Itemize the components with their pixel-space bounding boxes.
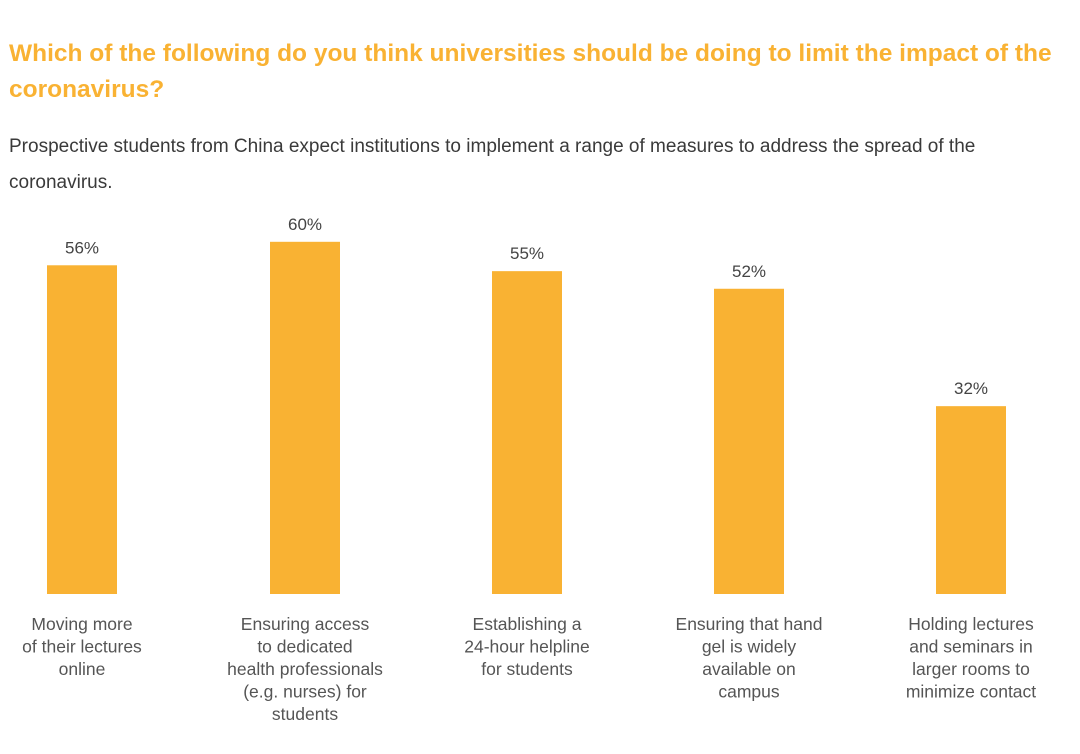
chart-title: Which of the following do you think univ… [9, 40, 1052, 103]
category-label-5-line-4: minimize contact [906, 682, 1036, 702]
category-label-4-line-3: available on [702, 659, 795, 679]
data-label-2: 60% [288, 215, 322, 234]
data-label-5: 32% [954, 379, 988, 398]
category-label-4-line-4: campus [718, 682, 780, 702]
category-label-1-line-1: Moving more [31, 614, 132, 634]
data-label-4: 52% [732, 262, 766, 281]
category-label-4-line-1: Ensuring that hand [676, 614, 823, 634]
category-label-3-line-3: for students [481, 659, 573, 679]
data-label-3: 55% [510, 244, 544, 263]
category-label-3-line-2: 24-hour helpline [464, 637, 590, 657]
category-label-1-line-3: online [59, 659, 106, 679]
bar-2 [270, 241, 340, 595]
category-label-1-line-2: of their lectures [22, 637, 142, 657]
bar-1 [47, 265, 117, 594]
category-label-2-line-1: Ensuring access [241, 614, 370, 634]
category-label-5-line-3: larger rooms to [912, 659, 1030, 679]
category-label-3-line-1: Establishing a [473, 614, 582, 634]
category-label-5-line-1: Holding lectures [908, 614, 1034, 634]
category-label-2-line-4: (e.g. nurses) for [243, 682, 367, 702]
category-label-2-line-5: students [272, 704, 338, 724]
category-label-2-line-3: health professionals [227, 659, 383, 679]
data-label-1: 56% [65, 238, 99, 257]
chart-subtitle: Prospective students from China expect i… [9, 136, 976, 193]
category-label-5-line-2: and seminars in [909, 637, 1033, 657]
bar-4 [714, 288, 784, 594]
bar-3 [492, 271, 562, 594]
category-label-4-line-2: gel is widely [702, 637, 797, 657]
bar-5 [936, 406, 1006, 594]
category-label-2-line-2: to dedicated [257, 637, 352, 657]
